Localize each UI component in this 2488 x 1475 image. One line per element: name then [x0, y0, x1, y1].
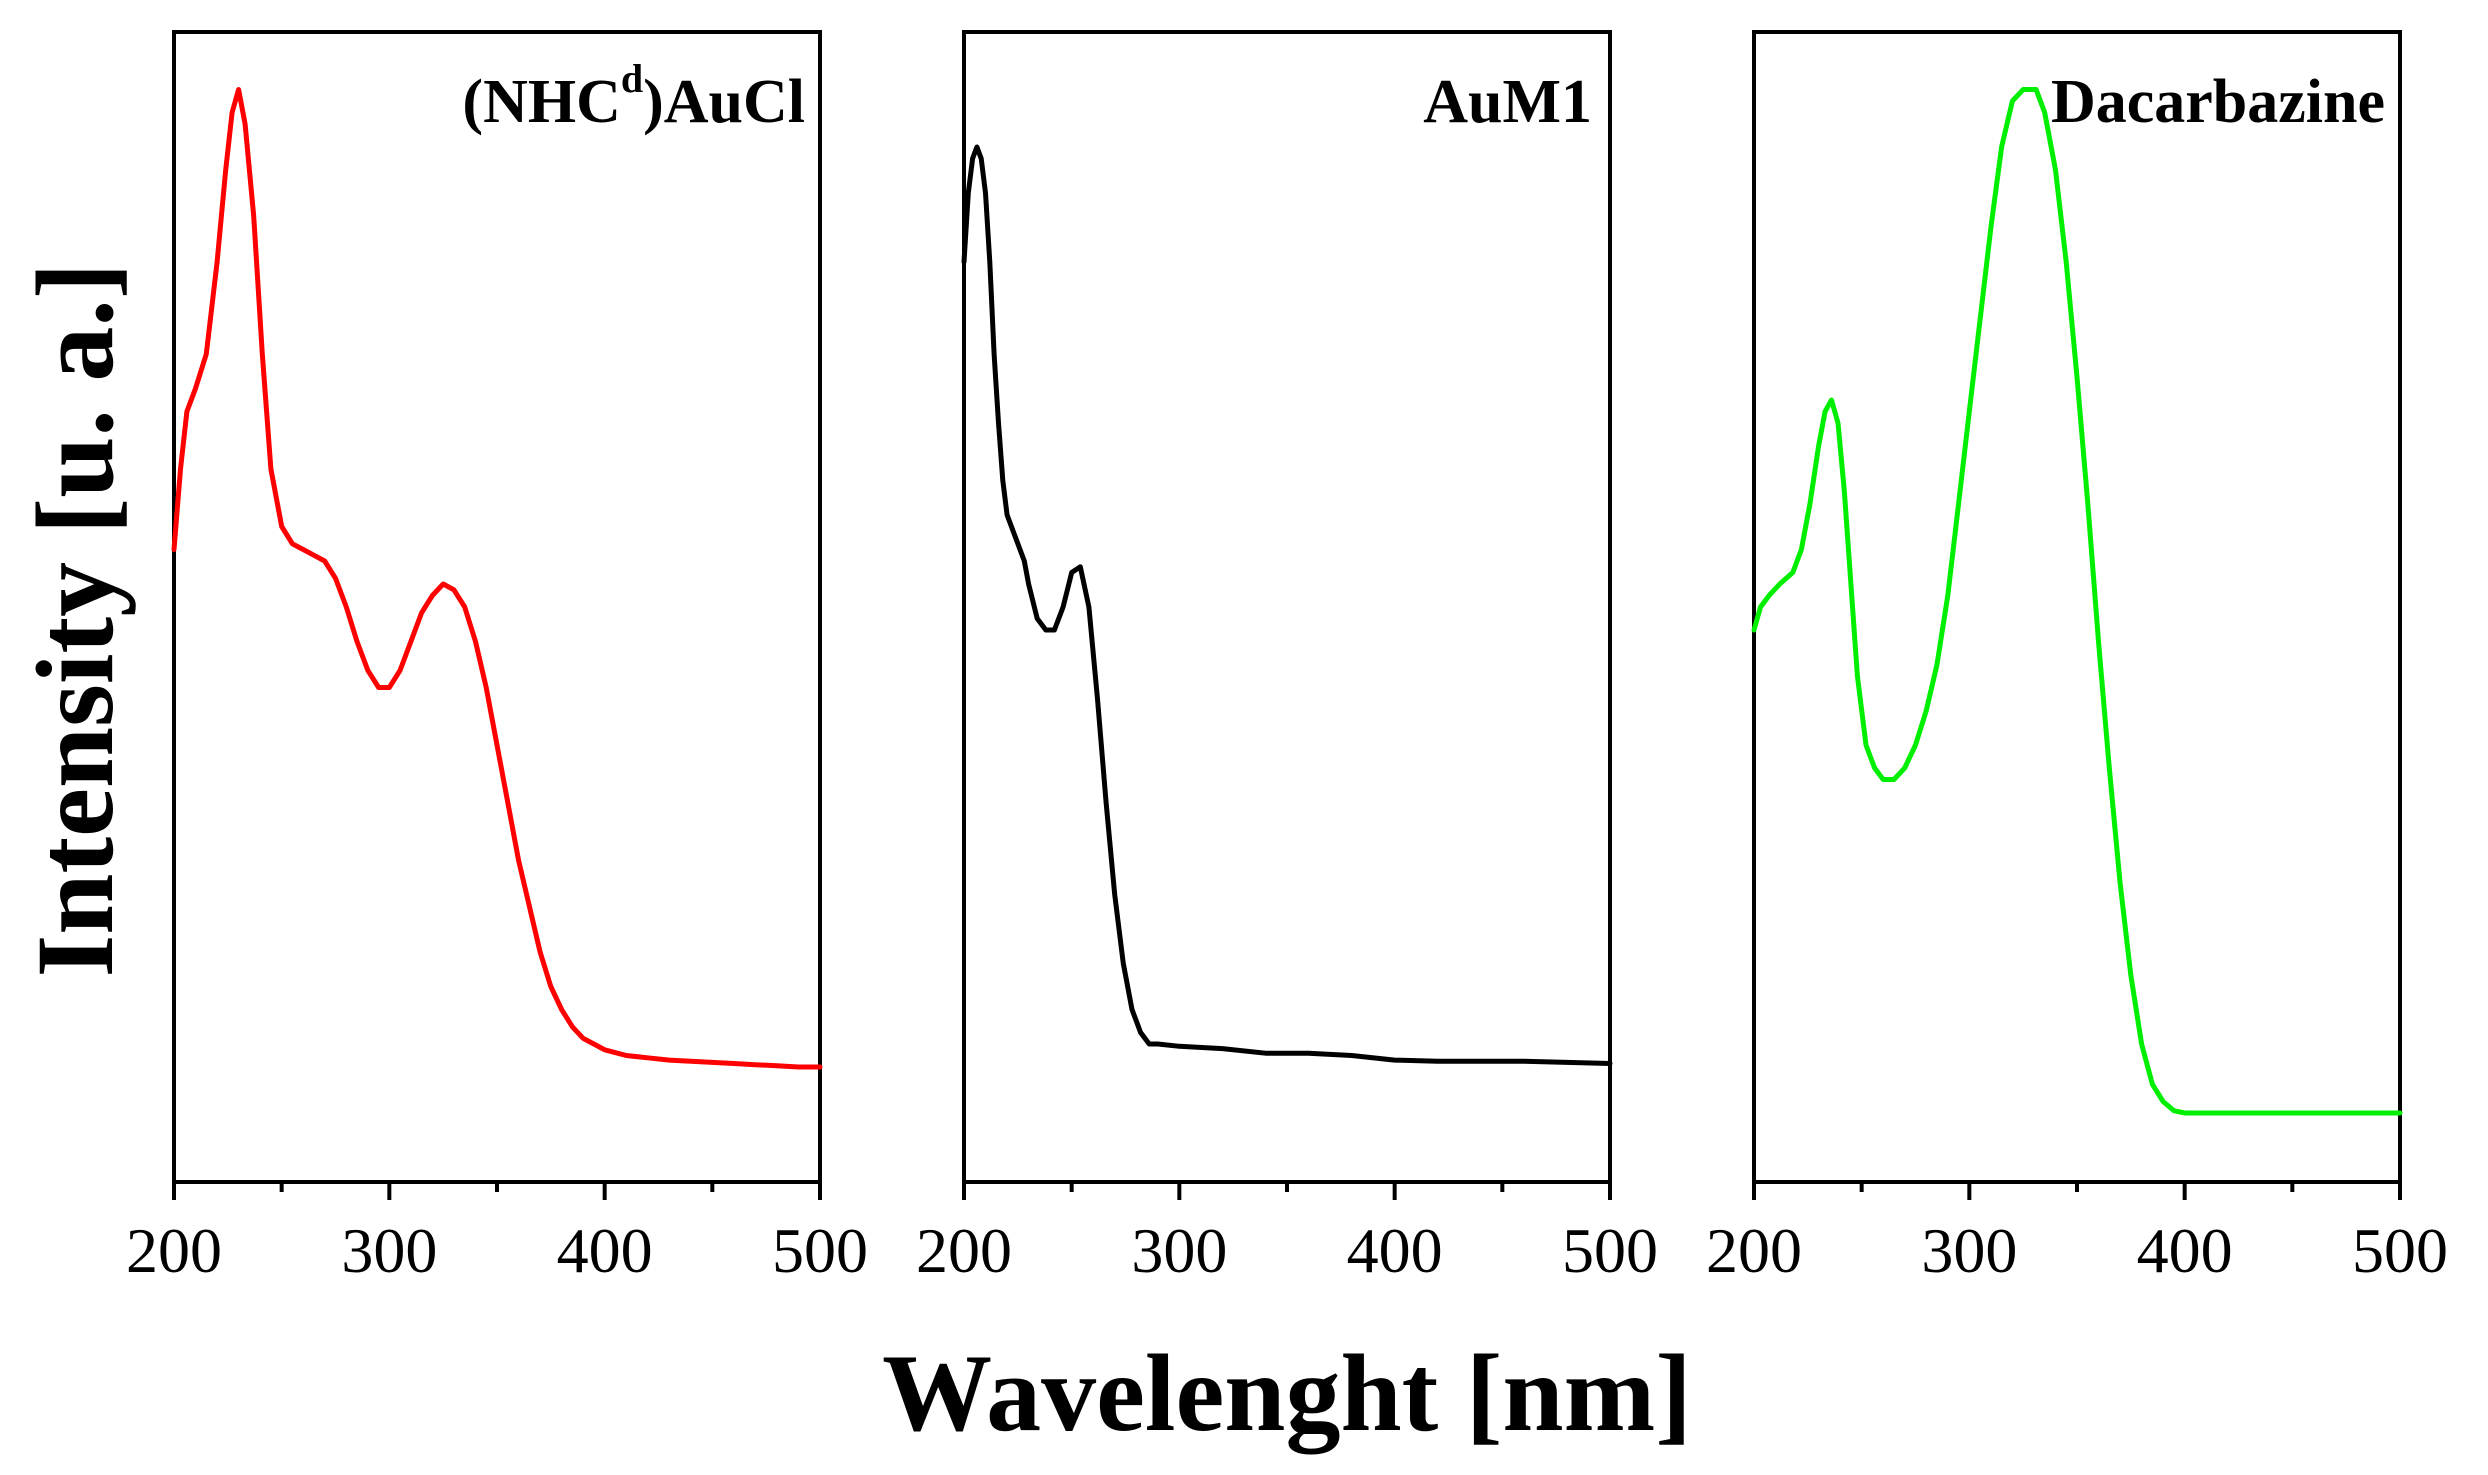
panel-1-tick-label: 500 — [772, 1215, 868, 1286]
panel-1-frame — [172, 30, 822, 1184]
panel-2-ticks: 200 300 400 500 — [916, 1182, 1658, 1286]
panel-1-title: (NHCd)AuCl — [462, 56, 805, 136]
panel-2-tick-label: 500 — [1562, 1215, 1658, 1286]
panel-1-tick-label: 400 — [557, 1215, 653, 1286]
panel-1: (NHCd)AuCl 200 300 400 500 — [126, 30, 868, 1286]
panel-3-tick-label: 400 — [2137, 1215, 2233, 1286]
panel-3-series-line — [1751, 87, 2403, 1116]
panel-2-series-line — [961, 144, 1613, 1066]
panel-1-series-line — [171, 87, 823, 1070]
panel-1-ticks: 200 300 400 500 — [126, 1182, 868, 1286]
panel-2-title: AuM1 — [1423, 68, 1592, 136]
panel-3-tick-label: 200 — [1706, 1215, 1802, 1286]
panel-3-tick-label: 500 — [2352, 1215, 2448, 1286]
panel-3-title: Dacarbazine — [2051, 68, 2385, 136]
panel-3-ticks: 200 300 400 500 — [1706, 1182, 2448, 1286]
panel-3-tick-label: 300 — [1921, 1215, 2017, 1286]
panel-1-tick-label: 300 — [341, 1215, 437, 1286]
panel-2-tick-label: 400 — [1347, 1215, 1443, 1286]
panel-1-tick-label: 200 — [126, 1215, 222, 1286]
y-axis-title: Intensity [u. a.] — [14, 262, 136, 977]
panel-2: AuM1 200 300 400 500 — [916, 30, 1658, 1286]
panel-2-tick-label: 200 — [916, 1215, 1012, 1286]
panel-2-tick-label: 300 — [1131, 1215, 1227, 1286]
panel-3: Dacarbazine 200 300 400 500 — [1706, 30, 2448, 1286]
x-axis-title: Wavelenght [nm] — [882, 1332, 1692, 1454]
